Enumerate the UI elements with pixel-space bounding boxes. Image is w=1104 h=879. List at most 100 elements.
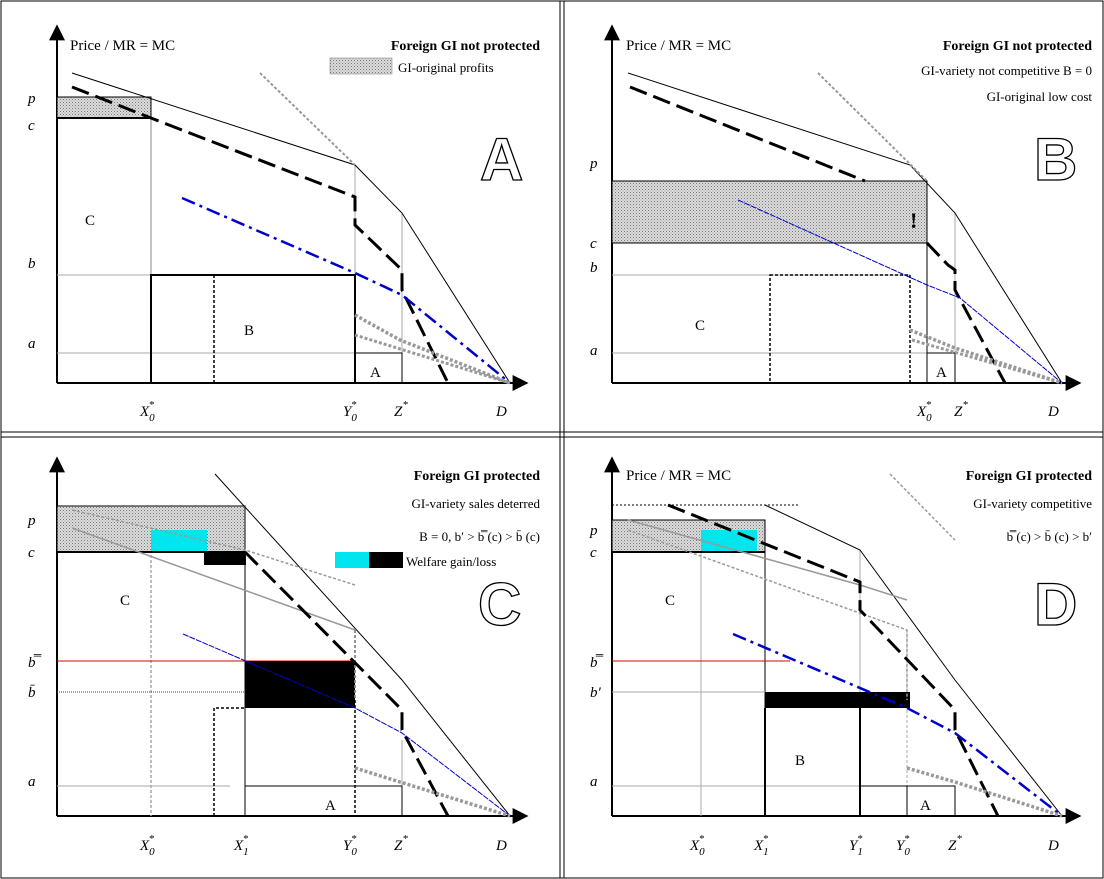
svg-text:D: D: [1047, 404, 1059, 420]
panel-a-xlabel-y0: Y0*: [343, 399, 357, 424]
svg-text:D: D: [1047, 838, 1059, 854]
panel-b-xlabel-x0: X0*: [916, 399, 932, 424]
panel-c: Foreign GI protected GI-variety sales de…: [27, 456, 541, 858]
panel-d-xlabel-x1: X1*: [753, 833, 769, 858]
panel-c-grey-curve-1: [71, 509, 356, 586]
panel-d-loss-area: [765, 692, 910, 708]
panel-c-a-area: [244, 785, 403, 817]
panel-a-axis-title: Price / MR = MC: [70, 38, 175, 54]
panel-c-xlabel-z: Z*: [394, 833, 408, 854]
panel-c-legend-loss: [369, 552, 403, 568]
panel-a-xlabel-x0: X0*: [139, 399, 155, 424]
svg-text:Y0*: Y0*: [896, 833, 910, 858]
panel-a-a-area: [354, 352, 403, 384]
svg-text:D: D: [495, 404, 507, 420]
panel-a-grey-lower-2: [354, 333, 511, 385]
panel-c-mr-curve: [243, 550, 450, 817]
panel-b-title: Foreign GI not protected: [943, 39, 1092, 54]
panel-d-ylabel-c: c: [590, 545, 597, 561]
panel-d-xlabel-d: D: [1047, 838, 1059, 854]
panel-b-axis-title: Price / MR = MC: [626, 38, 731, 54]
svg-text:X1*: X1*: [233, 833, 249, 858]
panel-a-letter: A: [480, 126, 523, 193]
panel-b-a-area: [926, 352, 956, 384]
panel-d-grey-curve-2: [627, 529, 908, 700]
panel-b-mr-curve-upper: [629, 85, 866, 183]
panel-c-xlabel-d: D: [495, 838, 507, 854]
panel-c-legend-gain: [335, 552, 369, 568]
svg-text:Z*: Z*: [394, 833, 408, 854]
panel-c-region-c: C: [120, 593, 130, 609]
panel-c-region-a: A: [325, 798, 336, 814]
panel-d-ylabel-bprime: b′: [590, 685, 602, 701]
panel-b-grey-lower-2: [911, 338, 1063, 385]
panel-b-blue-curve: [737, 199, 1063, 384]
panel-d-axis-title: Price / MR = MC: [626, 468, 731, 484]
panel-c-xlabel-x0: X0*: [139, 833, 155, 858]
panel-a-xlabel-d: D: [495, 404, 507, 420]
panel-d-letter: D: [1034, 571, 1077, 638]
panel-a-grey-curve: [259, 72, 356, 166]
panel-d-ylabel-a: a: [590, 774, 598, 790]
panel-b-ylabel-p: p: [589, 156, 598, 172]
panel-b-mr-curve-lower: [925, 241, 1007, 384]
panel-c-loss-small: [204, 552, 246, 565]
panel-d-ylabel-bbar2: b̿: [590, 655, 604, 671]
panel-a-legend-swatch: [329, 57, 393, 75]
panel-a-blue-curve: [181, 196, 511, 384]
panel-a-legend-text: GI-original profits: [398, 60, 494, 75]
panel-b-note1: GI-variety not competitive B = 0: [921, 63, 1092, 78]
panel-b-grey-curve: [817, 72, 928, 182]
panel-d-grey-lower: [906, 766, 1063, 818]
panel-b-ylabel-c: c: [590, 236, 597, 252]
panel-a-ylabel-p: p: [27, 91, 36, 107]
panel-c-ylabel-bbar: b̄: [28, 685, 36, 701]
panel-a-grey-lower: [354, 313, 511, 385]
panel-c-xlabel-y0: Y0*: [343, 833, 357, 858]
panel-d-xlabel-y1: Y1*: [849, 833, 863, 858]
panel-c-letter: C: [478, 571, 521, 638]
panel-b-region-a: A: [936, 365, 947, 381]
panel-a-xlabel-z: Z*: [394, 399, 408, 420]
panel-a-title: Foreign GI not protected: [391, 39, 540, 54]
panel-b-demand-curve: [627, 72, 1063, 384]
panel-c-grey-lower: [354, 766, 511, 818]
svg-text:Z*: Z*: [954, 399, 968, 420]
panel-c-note1: GI-variety sales deterred: [412, 496, 541, 511]
panel-b-ylabel-a: a: [590, 343, 598, 359]
panel-a-ylabel-b: b: [28, 256, 36, 272]
panel-a-region-a: A: [370, 365, 381, 381]
panel-d-xlabel-y0: Y0*: [896, 833, 910, 858]
panel-b: Price / MR = MC Foreign GI not protected…: [589, 24, 1092, 424]
panel-a-demand-curve: [71, 72, 511, 384]
svg-text:X0*: X0*: [139, 833, 155, 858]
panel-d-demand-curve: [764, 504, 1063, 817]
panel-d-note2: b̿ (c) > b̄ (c) > b′: [1007, 529, 1093, 544]
panel-c-xlabel-x1: X1*: [233, 833, 249, 858]
panel-d: Price / MR = MC Foreign GI protected GI-…: [589, 456, 1093, 858]
panel-d-grey-top: [889, 473, 956, 541]
panel-a-region-b: B: [244, 323, 254, 339]
panel-c-note2: B = 0, b′ > b̿ (c) > b̄ (c): [419, 529, 540, 544]
svg-text:Y0*: Y0*: [343, 833, 357, 858]
panel-c-legend-text: Welfare gain/loss: [406, 554, 496, 569]
svg-text:X0*: X0*: [139, 399, 155, 424]
svg-text:D: D: [495, 838, 507, 854]
svg-text:Y0*: Y0*: [343, 399, 357, 424]
panel-c-ylabel-p: p: [27, 513, 36, 529]
panel-d-grey-curve-1: [627, 519, 908, 601]
panel-d-title: Foreign GI protected: [966, 469, 1092, 484]
panel-d-ylabel-p: p: [589, 523, 598, 539]
panel-a: Price / MR = MC Foreign GI not protected…: [27, 24, 540, 424]
panel-d-xlabel-x0: X0*: [689, 833, 705, 858]
panel-c-demand-curve: [214, 473, 511, 817]
panel-d-xlabel-z: Z*: [948, 833, 962, 854]
panel-a-mr-curve: [71, 85, 450, 384]
svg-text:Z*: Z*: [394, 399, 408, 420]
panel-b-region-c: C: [695, 318, 705, 334]
panel-a-ylabel-a: a: [28, 336, 36, 352]
panel-d-blue-curve: [732, 632, 1063, 817]
panel-c-gain-area: [151, 530, 207, 552]
